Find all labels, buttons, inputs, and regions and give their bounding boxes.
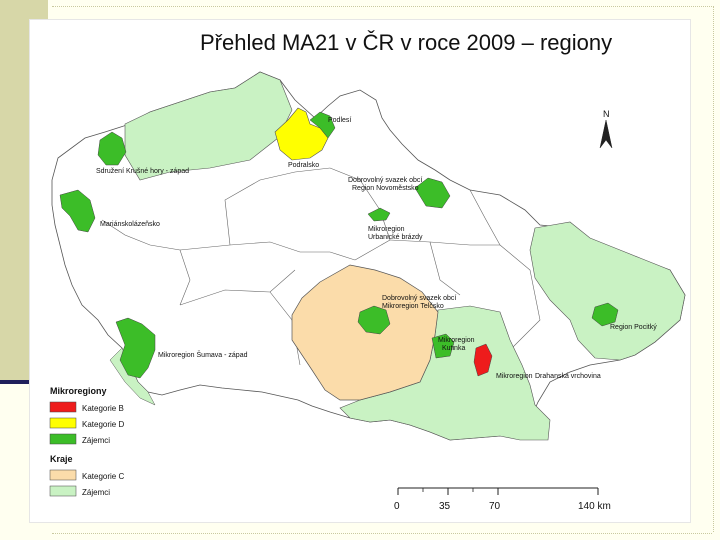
legend: Mikroregiony Kategorie B Kategorie D Záj… bbox=[49, 386, 124, 497]
scale-tick-0: 0 bbox=[394, 501, 400, 512]
legend-swatch-zajemci-micro bbox=[49, 433, 77, 445]
microregion-telcsko bbox=[357, 305, 391, 335]
scale-bar: 0 35 70 140 km bbox=[394, 487, 611, 512]
label-podralsko: Podralsko bbox=[288, 162, 319, 169]
label-dso: Dobrovolný svazek obcí bbox=[382, 295, 456, 302]
legend-swatch-zajemci-kraje bbox=[49, 485, 77, 497]
microregion-sumava bbox=[115, 317, 156, 379]
kraj-zajemci-east bbox=[529, 221, 686, 361]
legend-item-kategorie-b: Kategorie B bbox=[82, 404, 124, 413]
slide-dotted-border-bottom bbox=[52, 533, 712, 534]
label-drahanske-2: Drahanská vrchovina bbox=[535, 373, 601, 380]
label-kutinka-1: Mikroregion bbox=[438, 337, 475, 344]
microregion-podlesi bbox=[309, 111, 336, 139]
label-marianskolazensko: Mariánskolázeňsko bbox=[100, 221, 160, 228]
legend-item-zajemci-kraje: Zájemci bbox=[82, 488, 110, 497]
label-urbanicke-2: Urbanické brázdy bbox=[368, 234, 423, 241]
label-telcsko: Mikroregion Telčsko bbox=[382, 303, 444, 310]
kraj-zajemci-northwest bbox=[124, 71, 293, 181]
legend-swatch-kategorie-c bbox=[49, 469, 77, 481]
label-sumava: Mikroregion Šumava - západ bbox=[158, 350, 248, 359]
microregion-marianskolazensko bbox=[59, 189, 96, 233]
microregion-pocitky bbox=[591, 302, 619, 327]
label-pocitky: Region Pocitký bbox=[610, 324, 657, 331]
map-svg: Přehled MA21 v ČR v roce 2009 – regiony … bbox=[49, 30, 686, 512]
label-krusne-hory: Sdružení Krušné hory - západ bbox=[96, 168, 189, 175]
legend-swatch-kategorie-d bbox=[49, 417, 77, 429]
label-podlesi: Podlesí bbox=[328, 117, 351, 124]
slide-left-rule bbox=[0, 380, 40, 384]
legend-group2-title: Kraje bbox=[50, 454, 73, 464]
scale-tick-70: 70 bbox=[489, 501, 501, 512]
legend-item-kategorie-c: Kategorie C bbox=[82, 472, 124, 481]
microregion-kutinka bbox=[431, 333, 455, 359]
kraj-kategorie-c bbox=[291, 264, 439, 401]
legend-swatch-kategorie-b bbox=[49, 401, 77, 413]
map-panel: Přehled MA21 v ČR v roce 2009 – regiony … bbox=[30, 20, 690, 522]
slide-dotted-border-top bbox=[52, 6, 712, 7]
label-urbanicke-1: Mikroregion bbox=[368, 226, 405, 233]
map-title: Přehled MA21 v ČR v roce 2009 – regiony bbox=[200, 30, 612, 55]
legend-item-zajemci-micro: Zájemci bbox=[82, 436, 110, 445]
microregion-urbanicke bbox=[367, 207, 391, 222]
north-arrow-icon: N bbox=[599, 109, 613, 149]
label-novemestsko-1: Dobrovolný svazek obcí bbox=[348, 177, 422, 184]
microregion-novemestsko bbox=[414, 177, 451, 209]
label-kutinka-2: Kutinka bbox=[442, 345, 465, 352]
microregion-krusne-hory bbox=[97, 131, 127, 166]
slide-dotted-border-right bbox=[713, 6, 714, 532]
label-novemestsko-2: Region Novoměstsko bbox=[352, 185, 419, 192]
microregion-drahanske bbox=[473, 343, 493, 377]
svg-text:N: N bbox=[603, 109, 610, 119]
legend-group1-title: Mikroregiony bbox=[50, 386, 107, 396]
scale-tick-140km: 140 km bbox=[578, 501, 611, 512]
scale-tick-35: 35 bbox=[439, 501, 451, 512]
label-drahanske-1: Mikroregion bbox=[496, 373, 533, 380]
legend-item-kategorie-d: Kategorie D bbox=[82, 420, 124, 429]
